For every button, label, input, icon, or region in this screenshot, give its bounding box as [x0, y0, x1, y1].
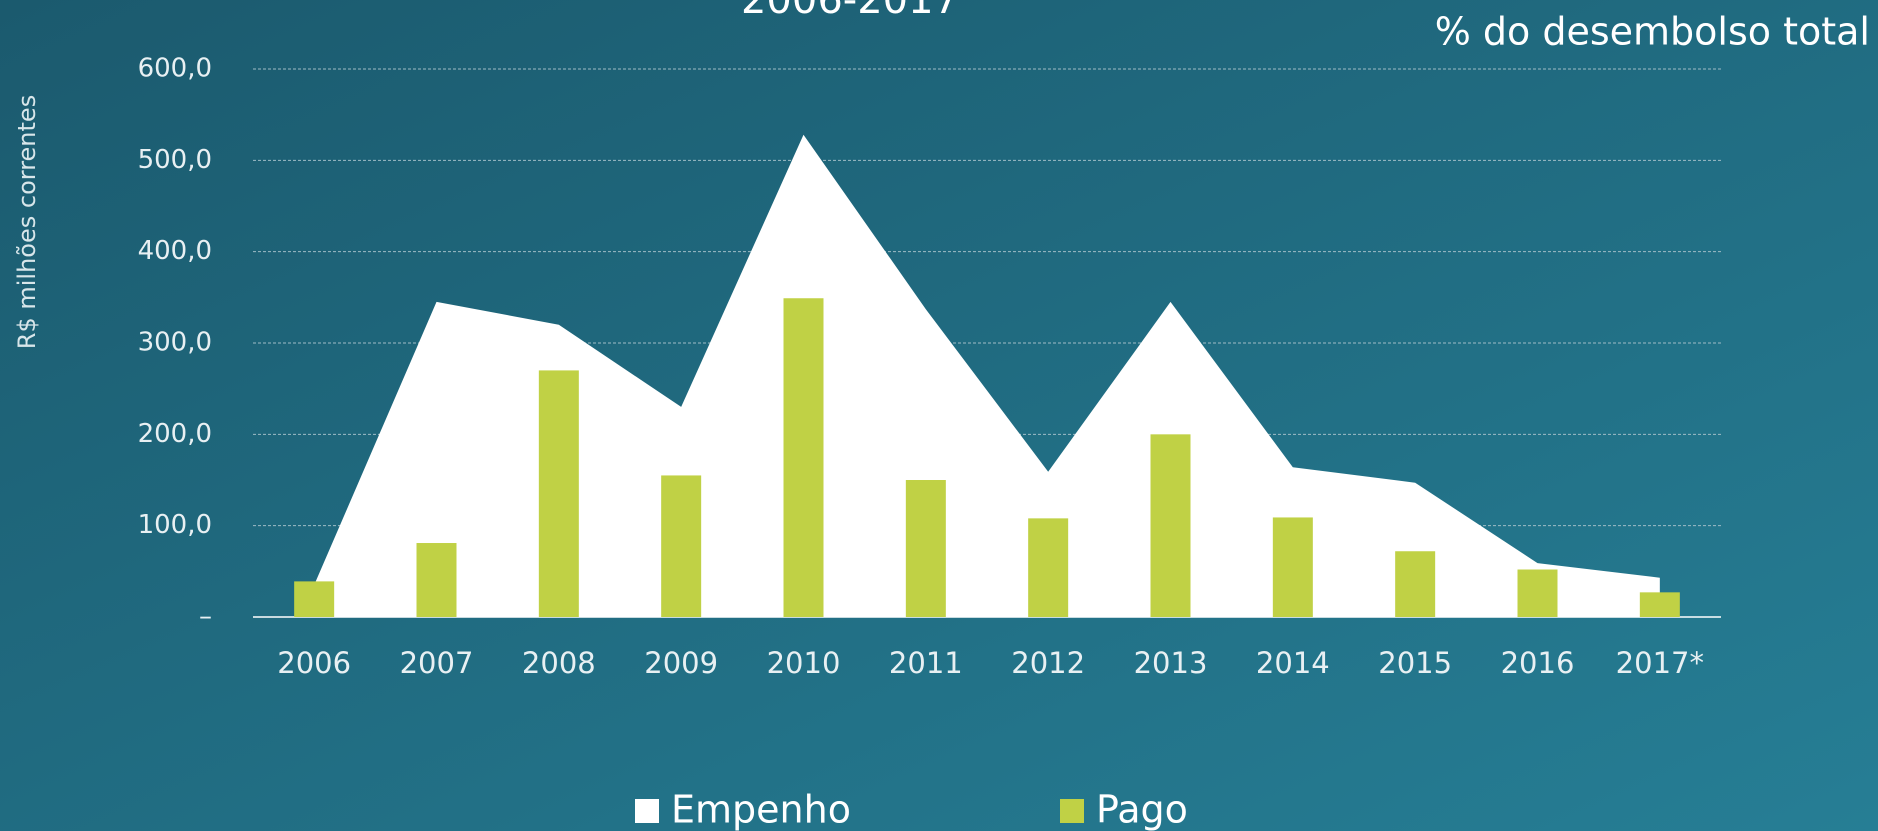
bar [416, 543, 457, 617]
bar [1272, 517, 1313, 617]
bar [294, 581, 335, 617]
bar [1517, 569, 1558, 617]
x-tick-label: 2015 [1378, 646, 1452, 680]
x-tick-label: 2007 [400, 646, 474, 680]
y-tick-label: 300,0 [138, 328, 212, 358]
legend-swatch [635, 799, 659, 823]
x-tick-label: 2016 [1501, 646, 1575, 680]
bar [1639, 592, 1680, 617]
bar [783, 298, 824, 617]
chart-title: 2006-2017 [741, 0, 959, 23]
y-tick-label: 600,0 [138, 54, 212, 84]
x-tick-label: 2010 [767, 646, 841, 680]
y-axis-label: R$ milhões correntes [13, 95, 41, 349]
x-tick-label: 2013 [1134, 646, 1208, 680]
y-tick-label: 200,0 [138, 419, 212, 449]
area [314, 134, 1660, 617]
bar [1150, 434, 1191, 617]
bar [905, 480, 946, 617]
y-tick-label: 100,0 [138, 510, 212, 540]
y-tick-label: 400,0 [138, 236, 212, 266]
bar [661, 475, 702, 617]
legend-label: Empenho [671, 788, 851, 831]
legend-swatch [1060, 799, 1084, 823]
x-tick-label: 2017* [1616, 646, 1704, 680]
x-tick-label: 2012 [1011, 646, 1085, 680]
y-tick-label: – [199, 602, 212, 632]
bar [538, 370, 579, 617]
x-tick-label: 2008 [522, 646, 596, 680]
x-tick-label: 2009 [644, 646, 718, 680]
legend-label: Pago [1096, 788, 1188, 831]
chart-subtitle: % do desembolso total [1435, 10, 1870, 54]
bar [1028, 518, 1069, 617]
x-tick-label: 2006 [277, 646, 351, 680]
y-tick-label: 500,0 [138, 145, 212, 175]
x-tick-label: 2011 [889, 646, 963, 680]
x-tick-label: 2014 [1256, 646, 1330, 680]
bar [1395, 551, 1436, 617]
